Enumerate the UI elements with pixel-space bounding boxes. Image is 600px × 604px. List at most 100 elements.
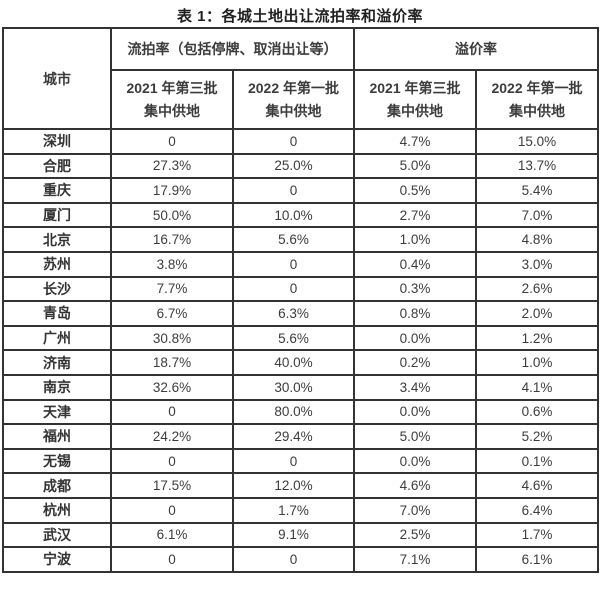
value-cell: 0: [110, 496, 234, 524]
value-cell: 4.6%: [353, 472, 477, 499]
value-cell: 0.1%: [475, 447, 599, 475]
value-cell: 0: [232, 275, 355, 303]
table-row: 厦门 50.0% 10.0% 2.7% 7.0%: [2, 201, 599, 229]
city-cell: 北京: [2, 226, 112, 253]
value-cell: 18.7%: [110, 349, 234, 376]
city-cell: 宁波: [2, 546, 112, 573]
city-cell: 南京: [2, 373, 112, 401]
value-cell: 17.5%: [110, 472, 234, 499]
value-cell: 24.2%: [110, 423, 234, 450]
value-cell: 0.3%: [353, 275, 477, 303]
value-cell: 2.7%: [353, 201, 477, 229]
table-row: 武汉 6.1% 9.1% 2.5% 1.7%: [2, 521, 599, 549]
value-cell: 16.7%: [110, 226, 234, 253]
value-cell: 3.4%: [353, 373, 477, 401]
value-cell: 12.0%: [232, 472, 355, 499]
sub-header-2021-batch3-failure: 2021 年第三批 集中供地: [110, 69, 234, 130]
sub-header-line: 集中供地: [387, 102, 443, 119]
value-cell: 0.4%: [353, 250, 477, 278]
value-cell: 9.1%: [232, 521, 355, 549]
value-cell: 2.0%: [475, 300, 599, 327]
value-cell: 3.8%: [110, 250, 234, 278]
value-cell: 0: [110, 128, 234, 155]
table-caption: 表 1：各城土地出让流拍率和溢价率: [176, 8, 423, 25]
value-cell: 5.6%: [232, 324, 355, 352]
value-cell: 1.0%: [353, 226, 477, 253]
value-cell: 0.5%: [353, 177, 477, 204]
value-cell: 0: [232, 128, 355, 155]
city-cell: 成都: [2, 472, 112, 499]
value-cell: 2.5%: [353, 521, 477, 549]
value-cell: 17.9%: [110, 177, 234, 204]
value-cell: 10.0%: [232, 201, 355, 229]
city-cell: 天津: [2, 398, 112, 426]
table-row: 深圳 0 0 4.7% 15.0%: [2, 128, 599, 155]
city-cell: 厦门: [2, 201, 112, 229]
table-row: 青岛 6.7% 6.3% 0.8% 2.0%: [2, 300, 599, 327]
value-cell: 5.0%: [353, 423, 477, 450]
table-body: 深圳 0 0 4.7% 15.0% 合肥 27.3% 25.0% 5.0% 13.7% 重庆 17.9…: [2, 128, 599, 573]
value-cell: 5.6%: [232, 226, 355, 253]
value-cell: 30.8%: [110, 324, 234, 352]
city-cell: 重庆: [2, 177, 112, 204]
group-header-row: 城市 流拍率（包括停牌、取消出让等） 溢价率: [2, 27, 599, 130]
value-cell: 0.0%: [353, 447, 477, 475]
value-cell: 30.0%: [232, 373, 355, 401]
value-cell: 4.8%: [475, 226, 599, 253]
value-cell: 6.4%: [475, 496, 599, 524]
value-cell: 4.1%: [475, 373, 599, 401]
value-cell: 2.6%: [475, 275, 599, 303]
value-cell: 0: [232, 177, 355, 204]
value-cell: 0.2%: [353, 349, 477, 376]
sub-header-line: 集中供地: [509, 102, 565, 119]
value-cell: 0.6%: [475, 398, 599, 426]
city-cell: 广州: [2, 324, 112, 352]
sub-header-2022-batch1-failure: 2022 年第一批 集中供地: [232, 69, 355, 130]
table-row: 南京 32.6% 30.0% 3.4% 4.1%: [2, 373, 599, 401]
value-cell: 4.7%: [353, 128, 477, 155]
sub-header-line: 2021 年第三批: [126, 79, 218, 96]
value-cell: 5.4%: [475, 177, 599, 204]
value-cell: 0: [110, 398, 234, 426]
city-cell: 青岛: [2, 300, 112, 327]
sub-header-line: 2021 年第三批: [369, 79, 461, 96]
city-cell: 长沙: [2, 275, 112, 303]
value-cell: 32.6%: [110, 373, 234, 401]
value-cell: 0.0%: [353, 324, 477, 352]
city-cell: 苏州: [2, 250, 112, 278]
value-cell: 0: [232, 250, 355, 278]
table-row: 济南 18.7% 40.0% 0.2% 1.0%: [2, 349, 599, 376]
value-cell: 1.7%: [475, 521, 599, 549]
value-cell: 29.4%: [232, 423, 355, 450]
sub-header-line: 集中供地: [265, 102, 322, 119]
city-cell: 济南: [2, 349, 112, 376]
value-cell: 6.7%: [110, 300, 234, 327]
table-row: 福州 24.2% 29.4% 5.0% 5.2%: [2, 423, 599, 450]
value-cell: 0: [232, 447, 355, 475]
table-row: 宁波 0 0 7.1% 6.1%: [2, 546, 599, 573]
city-cell: 武汉: [2, 521, 112, 549]
value-cell: 4.6%: [475, 472, 599, 499]
value-cell: 5.0%: [353, 152, 477, 180]
corner-header-city: 城市: [2, 27, 112, 130]
value-cell: 25.0%: [232, 152, 355, 180]
table-row: 长沙 7.7% 0 0.3% 2.6%: [2, 275, 599, 303]
city-cell: 无锡: [2, 447, 112, 475]
value-cell: 5.2%: [475, 423, 599, 450]
table-row: 苏州 3.8% 0 0.4% 3.0%: [2, 250, 599, 278]
group-header-failure-rate: 流拍率（包括停牌、取消出让等）: [110, 27, 355, 71]
value-cell: 15.0%: [475, 128, 599, 155]
value-cell: 1.0%: [475, 349, 599, 376]
sub-header-line: 集中供地: [144, 102, 200, 119]
value-cell: 7.7%: [110, 275, 234, 303]
value-cell: 1.2%: [475, 324, 599, 352]
value-cell: 3.0%: [475, 250, 599, 278]
table-row: 重庆 17.9% 0 0.5% 5.4%: [2, 177, 599, 204]
table-row: 成都 17.5% 12.0% 4.6% 4.6%: [2, 472, 599, 499]
data-table: 城市 流拍率（包括停牌、取消出让等） 溢价率 2021 年第三批 集中供地 20…: [2, 27, 599, 573]
value-cell: 50.0%: [110, 201, 234, 229]
value-cell: 7.0%: [353, 496, 477, 524]
value-cell: 40.0%: [232, 349, 355, 376]
sub-header-2022-batch1-premium: 2022 年第一批 集中供地: [475, 69, 599, 130]
value-cell: 0: [110, 447, 234, 475]
